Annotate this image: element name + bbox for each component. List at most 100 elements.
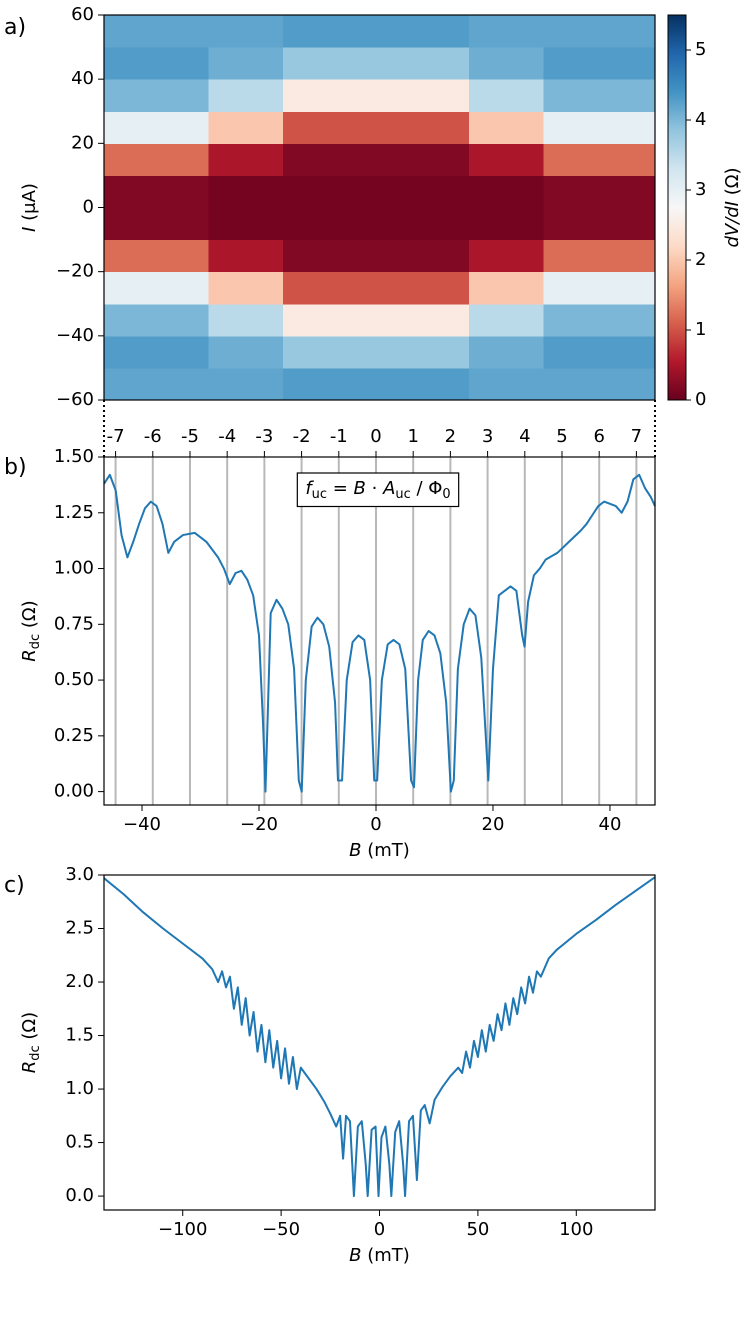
y-tick-label: 1.0 — [65, 1078, 94, 1099]
heatmap-cell — [543, 271, 582, 305]
heatmap-cell — [320, 15, 358, 48]
annotation-part: uc — [395, 487, 410, 502]
heatmap-cell — [617, 207, 656, 241]
heatmap-cell — [282, 207, 321, 241]
y-tick-label: 0.5 — [65, 1132, 94, 1153]
y-tick-label: 0 — [83, 197, 94, 218]
heatmap-cell — [320, 271, 358, 305]
x-axis-label-part: (mT) — [362, 840, 410, 861]
heatmap-cell — [580, 143, 619, 176]
heatmap-cell — [506, 79, 544, 112]
x-axis-label: B (mT) — [349, 1245, 410, 1266]
heatmap-cell — [320, 175, 358, 208]
y-tick-label: 1.00 — [54, 558, 94, 579]
heatmap-cell — [104, 175, 135, 208]
heatmap-cell — [171, 335, 210, 369]
x-tick-label: 20 — [482, 814, 505, 835]
heatmap-cell — [468, 303, 507, 337]
heatmap-cell — [468, 207, 507, 241]
y-tick-label: 1.50 — [54, 446, 94, 467]
heatmap-cell — [245, 367, 284, 401]
heatmap-cell — [171, 111, 210, 144]
heatmap-cell — [506, 15, 544, 48]
heatmap-cell — [208, 175, 247, 208]
y-axis-label-part: (μA) — [19, 183, 40, 227]
heatmap-cell — [245, 271, 284, 305]
heatmap-cell — [394, 175, 433, 208]
y-axis-label-part: R — [19, 649, 40, 662]
heatmap-cell — [134, 111, 172, 144]
heatmap-cell — [104, 367, 135, 401]
heatmap-cell — [208, 271, 247, 305]
heatmap-cell — [208, 367, 247, 401]
heatmap-cell — [104, 111, 135, 144]
heatmap-cell — [245, 111, 284, 144]
heatmap-cell — [431, 143, 470, 176]
x-tick-label: −50 — [262, 1219, 300, 1240]
heatmap-cell — [320, 367, 358, 401]
heatmap-cell — [543, 175, 582, 208]
heatmap-cell — [394, 303, 433, 337]
colorbar — [667, 14, 687, 401]
heatmap-cell — [543, 15, 582, 48]
heatmap-cell — [431, 303, 470, 337]
heatmap-cell — [171, 239, 210, 273]
annotation-part: = — [327, 478, 354, 499]
heatmap-cell — [171, 15, 210, 48]
heatmap-cell — [171, 79, 210, 112]
top-tick-label: -4 — [218, 426, 236, 447]
heatmap-cell — [282, 239, 321, 273]
heatmap-cell — [468, 367, 507, 401]
heatmap-cell — [104, 271, 135, 305]
y-tick-label: 60 — [71, 4, 94, 25]
heatmap-cell — [468, 79, 507, 112]
heatmap-cell — [357, 367, 396, 401]
x-tick-label: −20 — [240, 814, 278, 835]
heatmap-cell — [320, 143, 358, 176]
heatmap-cell — [468, 175, 507, 208]
heatmap-cell — [357, 111, 396, 144]
heatmap-cell — [357, 271, 396, 305]
y-tick-label: −40 — [56, 325, 94, 346]
heatmap-cell — [104, 79, 135, 112]
heatmap-cell — [320, 47, 358, 80]
heatmap-cell — [468, 239, 507, 273]
heatmap-cell — [134, 15, 172, 48]
heatmap-cell — [282, 367, 321, 401]
heatmap-cell — [357, 15, 396, 48]
heatmap-cell — [394, 367, 433, 401]
top-tick-label: 7 — [631, 426, 642, 447]
heatmap-cell — [506, 335, 544, 369]
heatmap-cell — [431, 335, 470, 369]
y-tick-label: −20 — [56, 261, 94, 282]
heatmap-cell — [245, 47, 284, 80]
heatmap-cell — [357, 335, 396, 369]
heatmap-cell — [543, 79, 582, 112]
data-line — [103, 473, 656, 793]
heatmap-cell — [580, 207, 619, 241]
heatmap-cell — [357, 207, 396, 241]
heatmap-cell — [208, 335, 247, 369]
heatmap-cell — [431, 47, 470, 80]
heatmap-cell — [320, 207, 358, 241]
top-tick-label: -1 — [330, 426, 348, 447]
y-tick-label: 1.5 — [65, 1025, 94, 1046]
heatmap-cell — [543, 47, 582, 80]
heatmap-cell — [394, 79, 433, 112]
heatmap-cell — [617, 335, 656, 369]
heatmap-cell — [431, 239, 470, 273]
top-tick-label: -5 — [181, 426, 199, 447]
heatmap-cell — [580, 335, 619, 369]
heatmap-cell — [104, 335, 135, 369]
heatmap-cell — [104, 303, 135, 337]
y-axis-label-part: dc — [28, 1045, 43, 1060]
heatmap-cell — [468, 143, 507, 176]
heatmap-cell — [394, 239, 433, 273]
y-tick-label: 0.0 — [65, 1185, 94, 1206]
y-axis-label: Rdc (Ω) — [19, 1012, 43, 1073]
heatmap-cell — [104, 143, 135, 176]
y-tick-label: 2.5 — [65, 918, 94, 939]
heatmap-cell — [357, 239, 396, 273]
heatmap-cell — [134, 271, 172, 305]
